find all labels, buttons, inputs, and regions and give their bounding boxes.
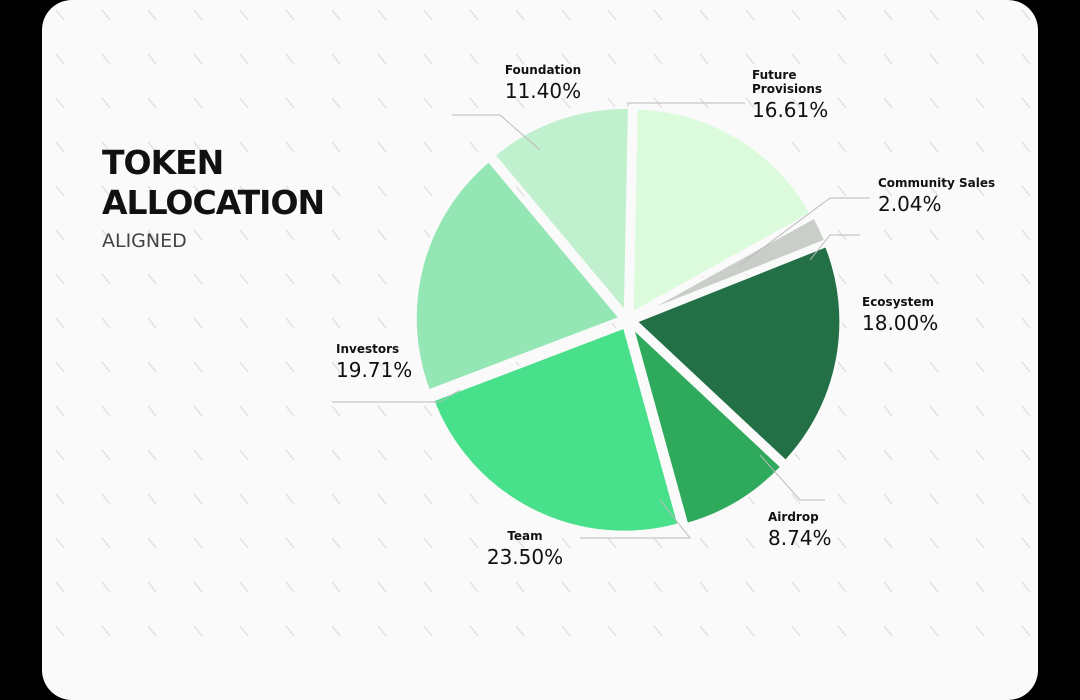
slice-name: Investors bbox=[336, 342, 400, 356]
pie-slice bbox=[491, 105, 631, 317]
slice-value: 16.61% bbox=[752, 98, 829, 122]
slice-name: Future Provisions bbox=[752, 68, 823, 96]
pie-slice bbox=[629, 322, 784, 527]
chart bbox=[42, 0, 1038, 643]
leader-line bbox=[739, 197, 870, 266]
slice-name: Ecosystem bbox=[862, 295, 935, 309]
leader-line bbox=[809, 234, 860, 261]
leader-line bbox=[452, 114, 541, 151]
slice-value: 18.00% bbox=[862, 311, 939, 335]
slice-value: 19.71% bbox=[336, 358, 413, 382]
pie-slice bbox=[430, 325, 681, 534]
chart-title: TOKEN ALLOCATION bbox=[102, 143, 325, 222]
slice-value: 23.50% bbox=[486, 545, 564, 569]
slice-name: Airdrop bbox=[768, 510, 819, 524]
slice-value: 11.40% bbox=[504, 79, 582, 103]
slice-name: Foundation bbox=[504, 63, 582, 77]
leader-line bbox=[759, 454, 825, 501]
leader-line bbox=[332, 389, 461, 403]
slice-name: Team bbox=[507, 529, 543, 543]
slice-value: 2.04% bbox=[878, 192, 942, 216]
page: TOKEN ALLOCATION ALIGNED (() => { const … bbox=[42, 0, 1038, 700]
leader-line bbox=[580, 499, 692, 539]
chart-subtitle: ALIGNED bbox=[102, 230, 187, 252]
slice-value: 8.74% bbox=[768, 526, 832, 550]
pie-slice bbox=[630, 106, 814, 316]
pie-slice bbox=[633, 243, 843, 464]
pie-slice bbox=[413, 158, 623, 393]
slice-name: Community Sales bbox=[878, 176, 996, 190]
